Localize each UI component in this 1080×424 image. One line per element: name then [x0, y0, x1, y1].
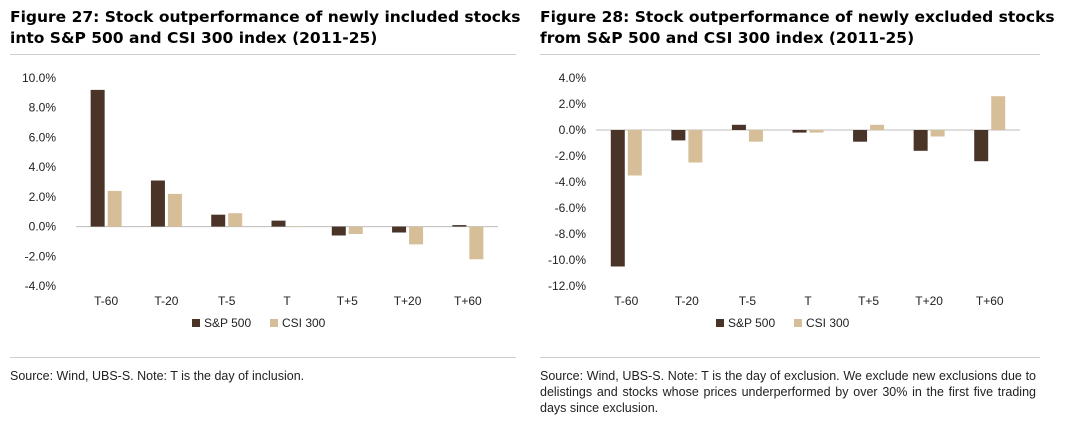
bar-csi300-tplus20 [409, 226, 424, 245]
bar-csi300-tminus60 [627, 130, 642, 176]
bar-csi300-tminus60 [107, 190, 122, 227]
figure-27-title-line-1: Figure 27: Stock outperformance of newly… [10, 8, 521, 26]
bar-sp500-t [792, 130, 807, 133]
y-tick-label: -2.0% [25, 249, 57, 263]
x-tick-label: T+20 [394, 294, 422, 308]
bar-sp500-tplus20 [913, 130, 928, 151]
y-tick-label: 10.0% [22, 71, 56, 85]
legend-swatch-sp500 [192, 319, 200, 327]
figure-28-source: Source: Wind, UBS-S. Note: T is the day … [540, 369, 1036, 415]
figure-27-title-line-2: into S&P 500 and CSI 300 index (2011-25) [10, 29, 378, 47]
bar-csi300-t [288, 226, 303, 228]
y-tick-label: 2.0% [29, 190, 57, 204]
bar-csi300-tplus5 [348, 226, 363, 234]
legend-label-sp500: S&P 500 [728, 316, 775, 330]
legend-swatch-sp500 [716, 319, 724, 327]
bar-csi300-tminus20 [167, 193, 182, 227]
x-tick-label: T-5 [218, 294, 236, 308]
x-tick-label: T-60 [614, 294, 638, 308]
x-tick-label: T+20 [915, 294, 943, 308]
bar-csi300-tplus5 [870, 124, 885, 130]
bar-sp500-tminus20 [150, 180, 165, 227]
y-tick-label: -4.0% [555, 175, 587, 189]
figure-27-title: Figure 27: Stock outperformance of newly… [10, 7, 520, 49]
y-tick-label: -10.0% [548, 253, 586, 267]
bar-sp500-t [271, 220, 286, 227]
bar-csi300-tminus5 [748, 130, 763, 142]
bar-sp500-tplus5 [331, 226, 346, 236]
x-tick-label: T-5 [739, 294, 757, 308]
y-tick-label: 8.0% [29, 101, 57, 115]
bar-sp500-tplus5 [853, 130, 868, 142]
legend-swatch-csi300 [794, 319, 802, 327]
bar-sp500-tminus5 [731, 124, 746, 130]
x-tick-label: T+5 [337, 294, 358, 308]
x-tick-label: T-60 [94, 294, 118, 308]
x-tick-label: T-20 [675, 294, 699, 308]
x-tick-label: T [283, 294, 291, 308]
x-tick-label: T [804, 294, 812, 308]
y-tick-label: 2.0% [559, 97, 587, 111]
bar-csi300-tminus20 [688, 130, 703, 163]
y-tick-label: -8.0% [555, 227, 587, 241]
bar-sp500-tminus5 [211, 214, 226, 227]
y-tick-label: -2.0% [555, 149, 587, 163]
legend-label-csi300: CSI 300 [806, 316, 850, 330]
bar-sp500-tplus60 [974, 130, 989, 162]
x-tick-label: T+60 [976, 294, 1004, 308]
legend-label-sp500: S&P 500 [204, 316, 251, 330]
bar-csi300-tplus60 [469, 226, 484, 260]
bar-csi300-tminus5 [228, 213, 243, 227]
y-tick-label: 4.0% [559, 71, 587, 85]
y-tick-label: 6.0% [29, 130, 57, 144]
x-tick-label: T+60 [454, 294, 482, 308]
bar-sp500-tminus20 [671, 130, 686, 141]
y-tick-label: -12.0% [548, 279, 586, 293]
legend-label-csi300: CSI 300 [282, 316, 326, 330]
x-tick-label: T+5 [858, 294, 879, 308]
figure-28-title: Figure 28: Stock outperformance of newly… [540, 7, 1055, 49]
figure-28-panel: Figure 28: Stock outperformance of newly… [536, 0, 1080, 424]
bar-sp500-tplus60 [452, 225, 467, 227]
bar-sp500-tminus60 [90, 89, 105, 227]
bar-sp500-tminus60 [610, 130, 625, 267]
y-tick-label: 0.0% [559, 123, 587, 137]
y-tick-label: 4.0% [29, 160, 57, 174]
figure-27-title-rule [10, 54, 516, 55]
legend-swatch-csi300 [270, 319, 278, 327]
figure-27-chart: -4.0% -2.0% 0.0% 2.0% 4.0% 6.0% 8.0% 10.0% T-60 T… [22, 71, 498, 330]
figure-28-chart: -12.0% -10.0% -8.0% -6.0% -4.0% -2.0% 0.0% 2.0%… [548, 71, 1020, 330]
figure-28-title-rule [540, 54, 1040, 55]
figure-27-panel: Figure 27: Stock outperformance of newly… [0, 0, 520, 424]
bar-sp500-tplus20 [392, 226, 407, 233]
figure-27-source: Source: Wind, UBS-S. Note: T is the day … [10, 369, 305, 383]
y-tick-label: 0.0% [29, 220, 57, 234]
figure-28-title-line-2: from S&P 500 and CSI 300 index (2011-25) [540, 29, 915, 47]
y-tick-label: -6.0% [555, 201, 587, 215]
bar-csi300-t [809, 130, 824, 133]
figure-28-title-line-1: Figure 28: Stock outperformance of newly… [540, 8, 1055, 26]
bar-csi300-tplus60 [991, 96, 1006, 130]
figure-28-source-rule [540, 357, 1040, 358]
y-tick-label: -4.0% [25, 279, 57, 293]
bar-csi300-tplus20 [930, 130, 945, 137]
figure-27-source-rule [10, 357, 516, 358]
x-tick-label: T-20 [154, 294, 178, 308]
